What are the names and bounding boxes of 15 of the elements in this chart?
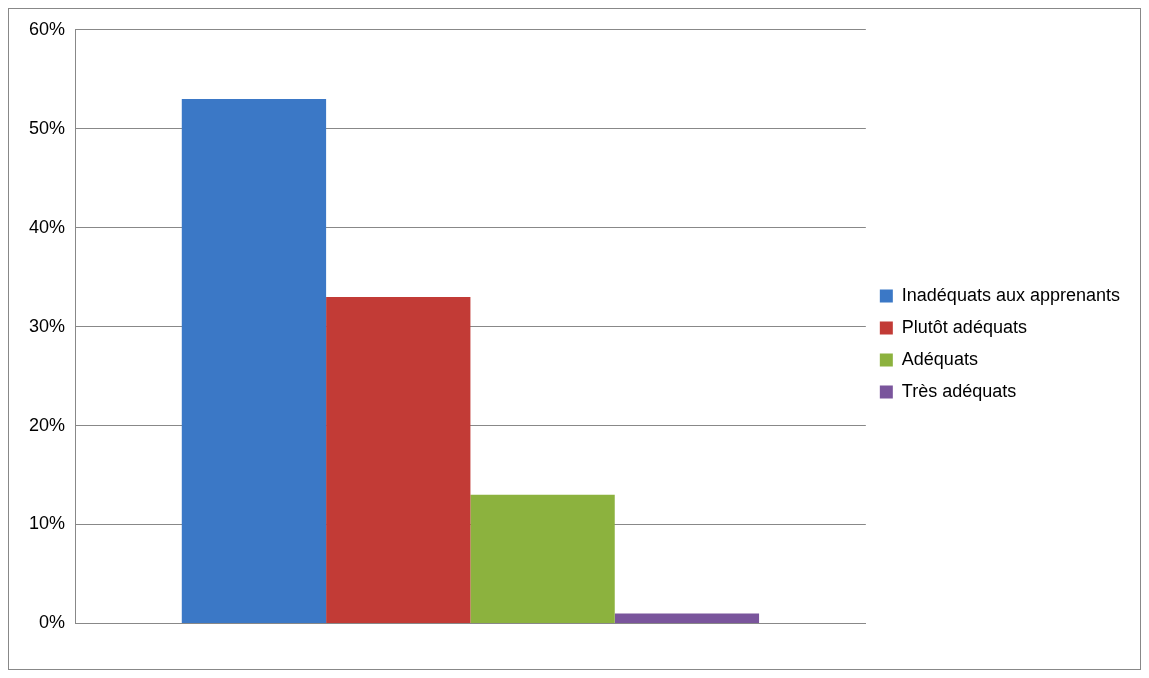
y-tick-label: 30% (29, 315, 66, 336)
y-tick-label: 20% (29, 414, 66, 435)
bar (614, 613, 760, 623)
y-tick-label: 10% (29, 513, 66, 534)
y-tick-label: 50% (29, 117, 66, 138)
legend-label: Adéquats (901, 348, 978, 369)
y-tick-label: 0% (39, 612, 66, 633)
legend-label: Très adéquats (901, 380, 1017, 401)
legend-label: Inadéquats aux apprenants (901, 284, 1120, 305)
bar (470, 494, 615, 623)
legend-label: Plutôt adéquats (901, 316, 1027, 337)
y-tick-label: 60% (29, 18, 66, 39)
bar (326, 296, 471, 623)
y-tick-label: 40% (29, 216, 66, 237)
bar (181, 99, 327, 623)
